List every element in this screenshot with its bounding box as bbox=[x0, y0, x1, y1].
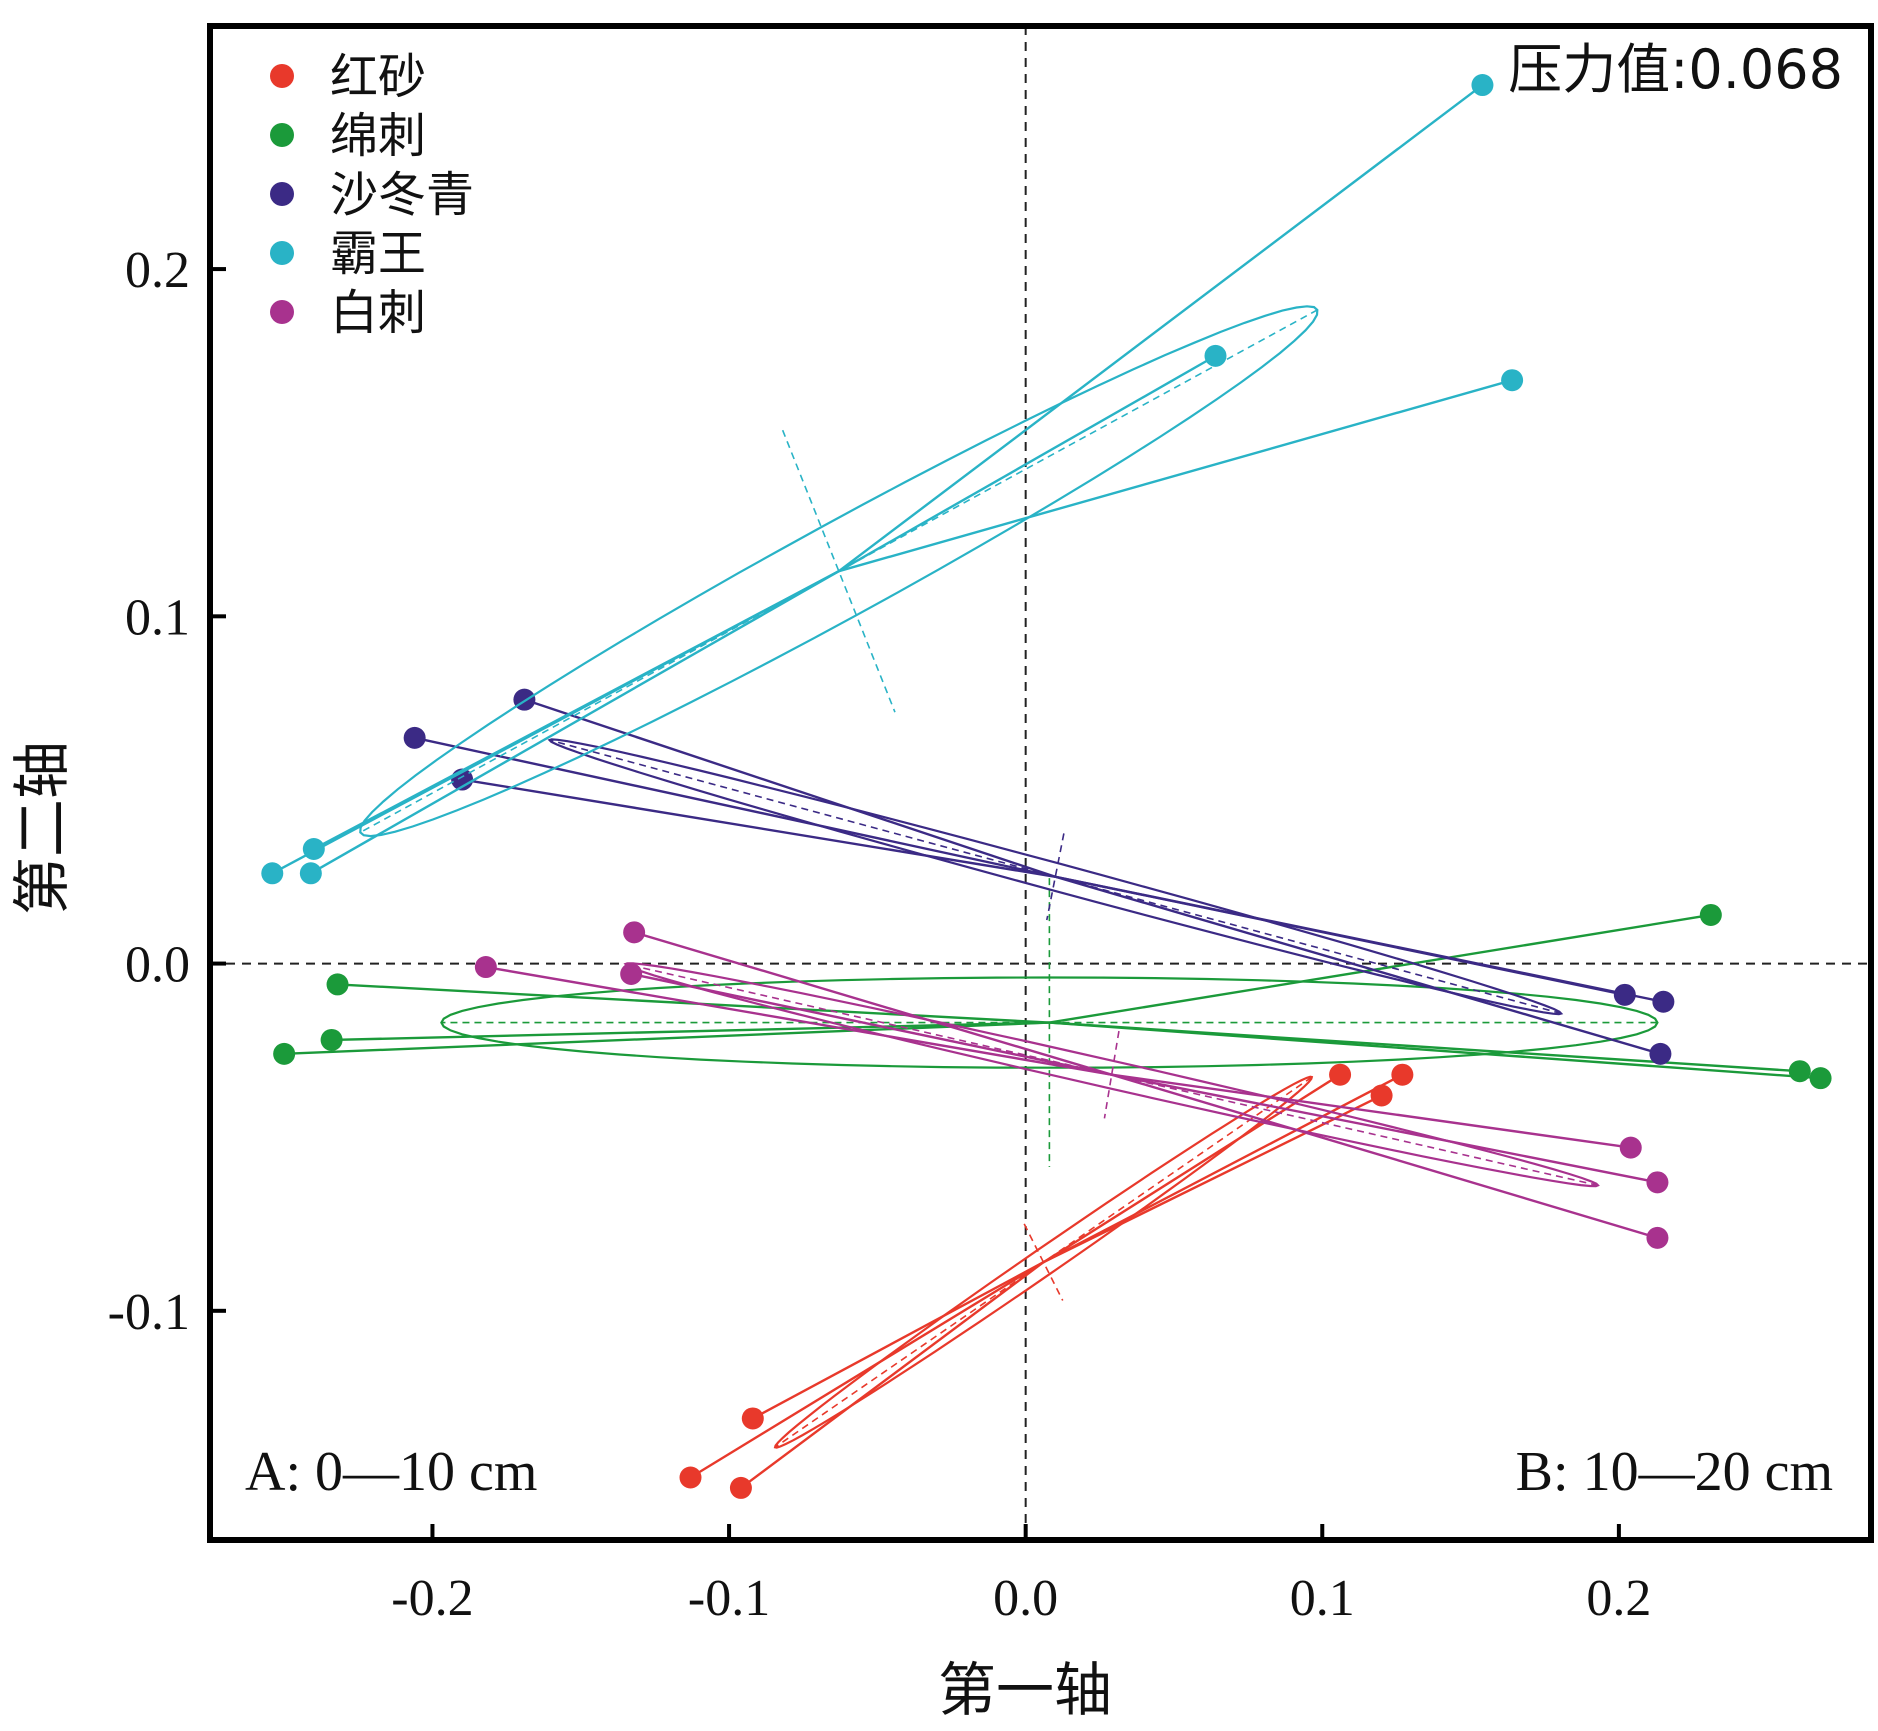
series-2-point-3 bbox=[1613, 983, 1636, 1006]
legend-label-1: 绵刺 bbox=[330, 108, 426, 164]
series-4-spider-2 bbox=[630, 972, 1112, 1076]
y-tick-label-0: 0.2 bbox=[125, 242, 190, 299]
series-0-point-5 bbox=[1391, 1063, 1414, 1086]
y-axis-title: 第二轴 bbox=[8, 741, 76, 915]
series-4-point-2 bbox=[620, 962, 643, 985]
series-3-point-3 bbox=[1204, 344, 1227, 367]
series-3-spider-2 bbox=[310, 570, 840, 875]
x-tick-label-1: -0.1 bbox=[688, 1570, 770, 1627]
series-0-point-2 bbox=[729, 1476, 752, 1499]
panel-label-b: B: 10—20 cm bbox=[1516, 1441, 1833, 1503]
series-4-spider-5 bbox=[1111, 1073, 1658, 1240]
axis-ticks: -0.2 -0.1 0.0 0.1 0.2 0.2 0.1 0.0 -0.1 bbox=[108, 242, 1652, 1627]
series-2-spider-2 bbox=[461, 778, 1056, 878]
x-tick-label-3: 0.1 bbox=[1290, 1570, 1355, 1627]
series-3-point-5 bbox=[1501, 369, 1524, 392]
series-2-spider-4 bbox=[1055, 875, 1664, 1003]
series-2-spider-0 bbox=[414, 736, 1056, 878]
series-2-ellipse-minor-axis bbox=[1046, 833, 1065, 921]
series-3-spider-4 bbox=[838, 84, 1484, 573]
series-0-point-0 bbox=[741, 1407, 764, 1430]
series-2-point-5 bbox=[1649, 1042, 1672, 1065]
series-4-spider-0 bbox=[633, 931, 1113, 1076]
legend-label-4: 白刺 bbox=[330, 285, 426, 341]
series-1-point-2 bbox=[273, 1042, 296, 1065]
plot-area bbox=[210, 26, 1871, 1540]
series-3-ellipse-minor-axis bbox=[781, 429, 896, 713]
series-0-spider-0 bbox=[752, 1261, 1045, 1420]
legend-marker-3 bbox=[270, 241, 294, 265]
y-tick-label-3: -0.1 bbox=[108, 1284, 190, 1341]
series-0-spider-2 bbox=[740, 1261, 1045, 1489]
series-0-spider-1 bbox=[689, 1261, 1045, 1479]
legend-label-0: 红砂 bbox=[330, 49, 426, 105]
series-0-group bbox=[679, 1063, 1414, 1499]
legend-marker-2 bbox=[270, 182, 294, 206]
series-1-group bbox=[273, 878, 1832, 1168]
series-1-spider-2 bbox=[284, 1021, 1050, 1056]
series-3-point-2 bbox=[299, 862, 322, 885]
series-1-spider-3 bbox=[1049, 913, 1712, 1024]
series-4-ellipse-minor-axis bbox=[1103, 1030, 1120, 1119]
series-1-point-5 bbox=[1809, 1067, 1832, 1090]
series-2-group bbox=[403, 688, 1675, 1065]
series-4-spider-1 bbox=[485, 965, 1112, 1076]
series-3-point-1 bbox=[302, 837, 325, 860]
series-1-point-0 bbox=[326, 973, 349, 996]
series-4-point-0 bbox=[623, 921, 646, 944]
legend-marker-1 bbox=[270, 123, 294, 147]
x-tick-label-2: 0.0 bbox=[993, 1570, 1058, 1627]
y-tick-label-2: 0.0 bbox=[125, 937, 190, 994]
series-2-point-0 bbox=[403, 726, 426, 749]
legend-label-2: 沙冬青 bbox=[330, 167, 474, 223]
series-1-spider-5 bbox=[1049, 1021, 1821, 1080]
series-0-spider-4 bbox=[1042, 1094, 1383, 1264]
series-0-spider-5 bbox=[1042, 1073, 1403, 1264]
series-0-point-4 bbox=[1370, 1084, 1393, 1107]
series-1-point-1 bbox=[320, 1028, 343, 1051]
series-3-point-4 bbox=[1471, 74, 1494, 97]
legend-marker-0 bbox=[270, 64, 294, 88]
series-3-spider-1 bbox=[313, 570, 840, 851]
series-4-group bbox=[474, 921, 1669, 1249]
series-4-point-3 bbox=[1619, 1136, 1642, 1159]
legend-label-3: 霸王 bbox=[330, 226, 426, 282]
series-4-spider-3 bbox=[1111, 1073, 1631, 1149]
series-4-point-4 bbox=[1646, 1171, 1669, 1194]
series-2-point-1 bbox=[513, 688, 536, 711]
series-2-ellipse-major-axis bbox=[549, 739, 1562, 1015]
series-4-point-1 bbox=[474, 956, 497, 979]
x-tick-label-4: 0.2 bbox=[1586, 1570, 1651, 1627]
series-1-point-4 bbox=[1788, 1060, 1811, 1083]
y-tick-label-1: 0.1 bbox=[125, 589, 190, 646]
x-tick-label-0: -0.2 bbox=[391, 1570, 473, 1627]
x-axis-title: 第一轴 bbox=[938, 1656, 1112, 1724]
series-3-group bbox=[261, 74, 1524, 885]
series-4-spider-4 bbox=[1111, 1073, 1658, 1184]
series-0-point-1 bbox=[679, 1466, 702, 1489]
legend-marker-4 bbox=[270, 300, 294, 324]
series-2-point-4 bbox=[1652, 990, 1675, 1013]
series-3-spider-5 bbox=[838, 379, 1513, 573]
series-0-point-3 bbox=[1329, 1063, 1352, 1086]
series-2-spider-1 bbox=[524, 698, 1056, 878]
stress-label: 压力值:0.068 bbox=[1508, 38, 1843, 101]
series-0-spider-3 bbox=[1042, 1073, 1341, 1264]
plot-frame bbox=[207, 23, 1874, 1543]
series-4-point-5 bbox=[1646, 1226, 1669, 1249]
series-3-point-0 bbox=[261, 862, 284, 885]
series-0-ellipse bbox=[773, 1075, 1314, 1449]
series-2-spider-5 bbox=[1054, 875, 1661, 1056]
series-1-spider-1 bbox=[331, 1021, 1050, 1042]
panel-label-a: A: 0—10 cm bbox=[245, 1441, 537, 1503]
series-1-point-3 bbox=[1699, 903, 1722, 926]
series-3-spider-3 bbox=[838, 354, 1217, 573]
